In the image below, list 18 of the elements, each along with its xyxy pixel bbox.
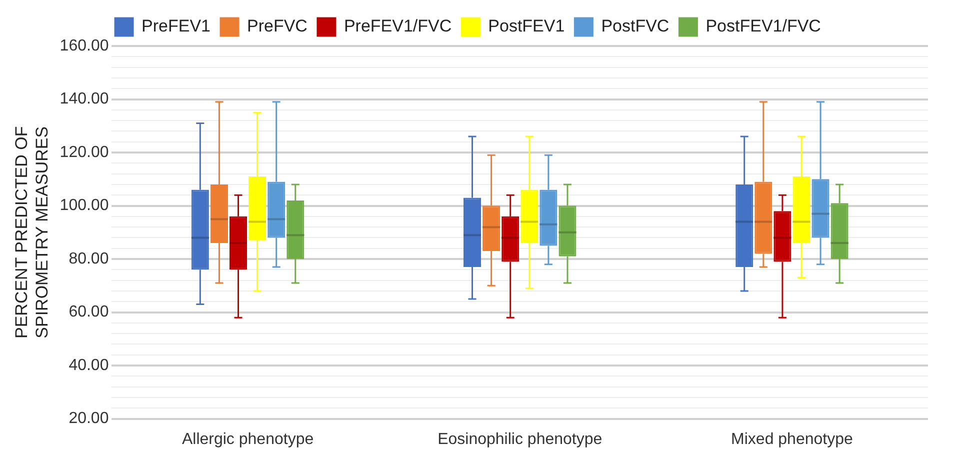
legend-label: PostFEV1 xyxy=(488,16,565,36)
y-tick-label: 140.00 xyxy=(60,90,109,108)
y-tick-label: 20.00 xyxy=(68,410,109,428)
x-tick-label: Eosinophilic phenotype xyxy=(438,430,602,448)
y-tick-label: 120.00 xyxy=(60,144,109,161)
y-tick-label: 60.00 xyxy=(68,304,109,321)
y-axis-title: PERCENT PREDICTED OF SPIROMETRY MEASURES xyxy=(12,126,52,339)
legend-label: PostFVC xyxy=(601,16,670,36)
legend-label: PreFEV1/FVC xyxy=(344,16,452,36)
y-tick-label: 80.00 xyxy=(68,250,109,268)
y-tick-label: 100.00 xyxy=(60,197,109,214)
y-tick-label: 40.00 xyxy=(68,356,109,374)
legend-label: PreFEV1 xyxy=(142,16,211,36)
x-tick-label: Mixed phenotype xyxy=(731,430,853,448)
x-tick-label: Allergic phenotype xyxy=(182,430,314,448)
legend-label: PostFEV1/FVC xyxy=(706,16,821,36)
y-tick-label: 160.00 xyxy=(60,37,109,54)
legend-label: PreFVC xyxy=(247,16,308,36)
